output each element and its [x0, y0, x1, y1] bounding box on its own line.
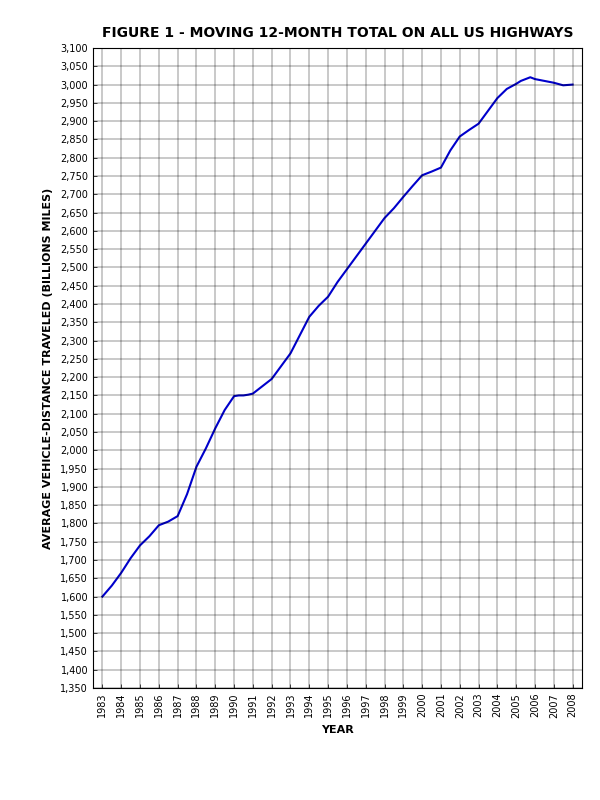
- Title: FIGURE 1 - MOVING 12-MONTH TOTAL ON ALL US HIGHWAYS: FIGURE 1 - MOVING 12-MONTH TOTAL ON ALL …: [102, 26, 573, 40]
- X-axis label: YEAR: YEAR: [321, 725, 354, 734]
- Y-axis label: AVERAGE VEHICLE-DISTANCE TRAVELED (BILLIONS MILES): AVERAGE VEHICLE-DISTANCE TRAVELED (BILLI…: [43, 187, 53, 549]
